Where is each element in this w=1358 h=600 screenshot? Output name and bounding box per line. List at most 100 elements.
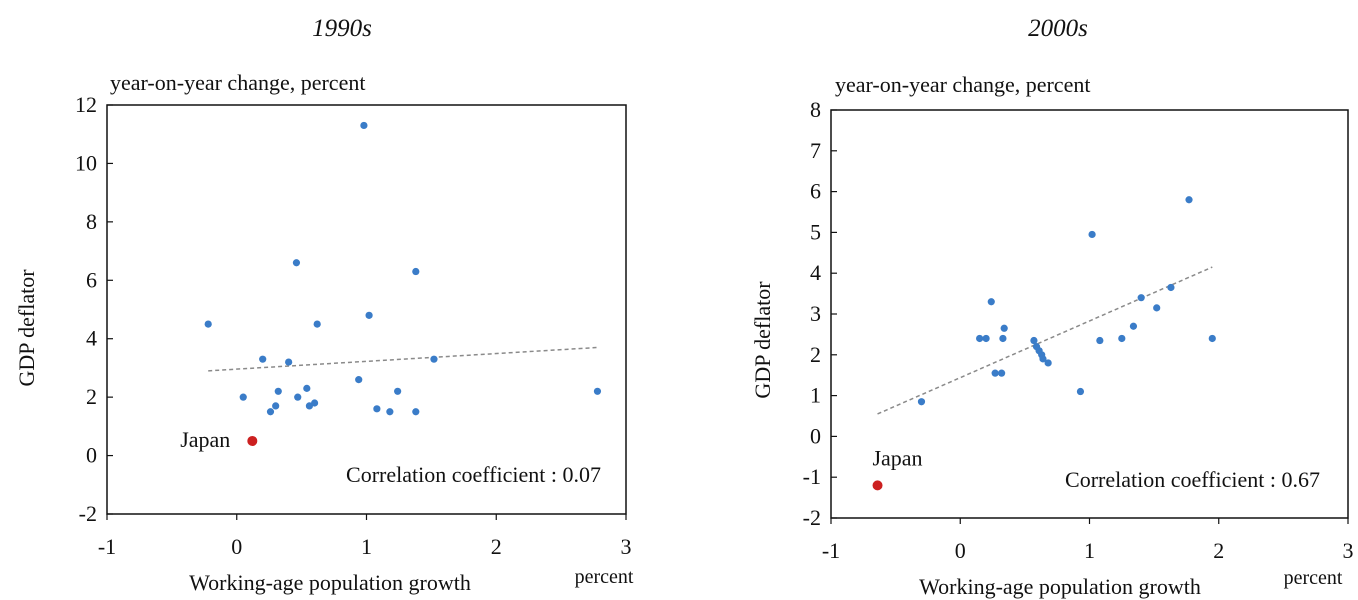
data-point — [991, 369, 999, 377]
x-tick-label: 3 — [621, 534, 632, 559]
y-axis-label: GDP deflator — [14, 269, 39, 387]
y-tick-label: 8 — [86, 209, 97, 234]
y-axis-label: GDP deflator — [750, 281, 775, 399]
data-point — [365, 311, 373, 319]
data-point — [274, 387, 282, 395]
data-point — [360, 121, 368, 130]
data-point — [1167, 283, 1175, 292]
data-point — [1044, 359, 1052, 367]
data-point — [976, 334, 984, 343]
scatter-points — [204, 121, 602, 416]
data-point — [266, 408, 275, 416]
y-tick-label: 8 — [810, 97, 821, 122]
correlation-annotation: Correlation coefficient : 0.07 — [346, 462, 601, 487]
data-point — [303, 384, 311, 392]
data-point — [987, 298, 995, 306]
y-tick-label: -1 — [803, 464, 821, 489]
japan-point — [247, 435, 258, 446]
data-point — [412, 408, 420, 416]
data-point — [1118, 334, 1126, 343]
data-point — [259, 355, 267, 363]
y-tick-label: 0 — [810, 423, 821, 448]
y-tick-label: 2 — [810, 342, 821, 367]
data-point — [386, 408, 394, 416]
y-tick-label: -2 — [803, 505, 821, 530]
y-tick-label: 6 — [86, 267, 97, 292]
x-unit-label: percent — [575, 566, 634, 588]
data-point — [1153, 304, 1161, 312]
x-axis-ticks: -1 0 1 2 3 — [822, 518, 1354, 563]
y-tick-label: 4 — [86, 326, 97, 351]
y-tick-label: 1 — [810, 383, 821, 408]
panel-2000s: 2000s year-on-year change, percent -2-10… — [750, 15, 1354, 599]
x-tick-label: 1 — [1084, 538, 1095, 563]
data-point — [593, 387, 602, 395]
data-point — [1030, 336, 1038, 345]
data-point — [294, 393, 302, 401]
data-point — [998, 369, 1006, 377]
plot-frame — [106, 104, 627, 515]
data-point — [1096, 336, 1104, 345]
correlation-annotation: Correlation coefficient : 0.67 — [1065, 467, 1320, 492]
y-unit-label: year-on-year change, percent — [110, 70, 365, 95]
data-point — [1000, 324, 1008, 332]
x-tick-label: 1 — [361, 534, 372, 559]
data-point — [430, 355, 438, 363]
data-point — [355, 376, 363, 384]
y-tick-label: 10 — [75, 150, 97, 175]
y-tick-label: 4 — [810, 260, 821, 285]
x-tick-label: 3 — [1343, 538, 1354, 563]
data-point — [1137, 294, 1145, 302]
scatter-points — [917, 196, 1216, 406]
y-tick-label: 0 — [86, 443, 97, 468]
x-tick-label: 0 — [955, 538, 966, 563]
y-tick-label: 2 — [86, 384, 97, 409]
y-tick-label: 6 — [810, 179, 821, 204]
y-tick-label: 7 — [810, 138, 821, 163]
x-axis-label: Working-age population growth — [189, 570, 471, 595]
data-point — [285, 358, 293, 366]
panel-title: 2000s — [1028, 15, 1088, 42]
y-unit-label: year-on-year change, percent — [835, 72, 1090, 97]
data-point — [1076, 387, 1085, 396]
data-point — [313, 320, 321, 328]
panel-title: 1990s — [312, 15, 372, 42]
data-point — [412, 267, 420, 276]
trend-line — [877, 266, 1213, 415]
data-point — [1129, 322, 1138, 330]
japan-point — [872, 480, 883, 491]
data-point — [1088, 230, 1096, 239]
y-tick-label: -2 — [79, 501, 97, 526]
x-tick-label: 0 — [231, 534, 242, 559]
y-tick-label: 12 — [75, 92, 97, 117]
x-tick-label: 2 — [1213, 538, 1224, 563]
data-point — [204, 320, 212, 328]
japan-label: Japan — [872, 445, 922, 470]
data-point — [1208, 334, 1216, 343]
data-point — [982, 334, 990, 343]
x-axis-label: Working-age population growth — [919, 574, 1201, 599]
data-point — [917, 398, 926, 406]
y-tick-label: 5 — [810, 219, 821, 244]
data-point — [292, 259, 301, 267]
data-point — [394, 387, 402, 395]
y-tick-label: 3 — [810, 301, 821, 326]
x-tick-label: -1 — [822, 538, 840, 563]
data-point — [1039, 355, 1047, 363]
data-point — [272, 402, 280, 410]
x-tick-label: -1 — [98, 534, 116, 559]
data-point — [311, 399, 319, 407]
x-axis-ticks: -1 0 1 2 3 — [98, 514, 632, 559]
data-point — [999, 334, 1007, 343]
data-point — [1185, 196, 1193, 204]
x-unit-label: percent — [1284, 567, 1343, 589]
y-axis-ticks: -2 0 2 4 6 8 10 12 — [75, 92, 113, 526]
x-tick-label: 2 — [491, 534, 502, 559]
japan-label: Japan — [180, 427, 230, 452]
data-point — [239, 393, 247, 401]
data-point — [373, 405, 381, 413]
panel-1990s: 1990s year-on-year change, percent -2 0 2 4… — [14, 15, 634, 595]
y-axis-ticks: -2 -1 0 1 2 3 4 5 6 7 8 — [803, 97, 837, 530]
trend-line — [208, 346, 598, 372]
